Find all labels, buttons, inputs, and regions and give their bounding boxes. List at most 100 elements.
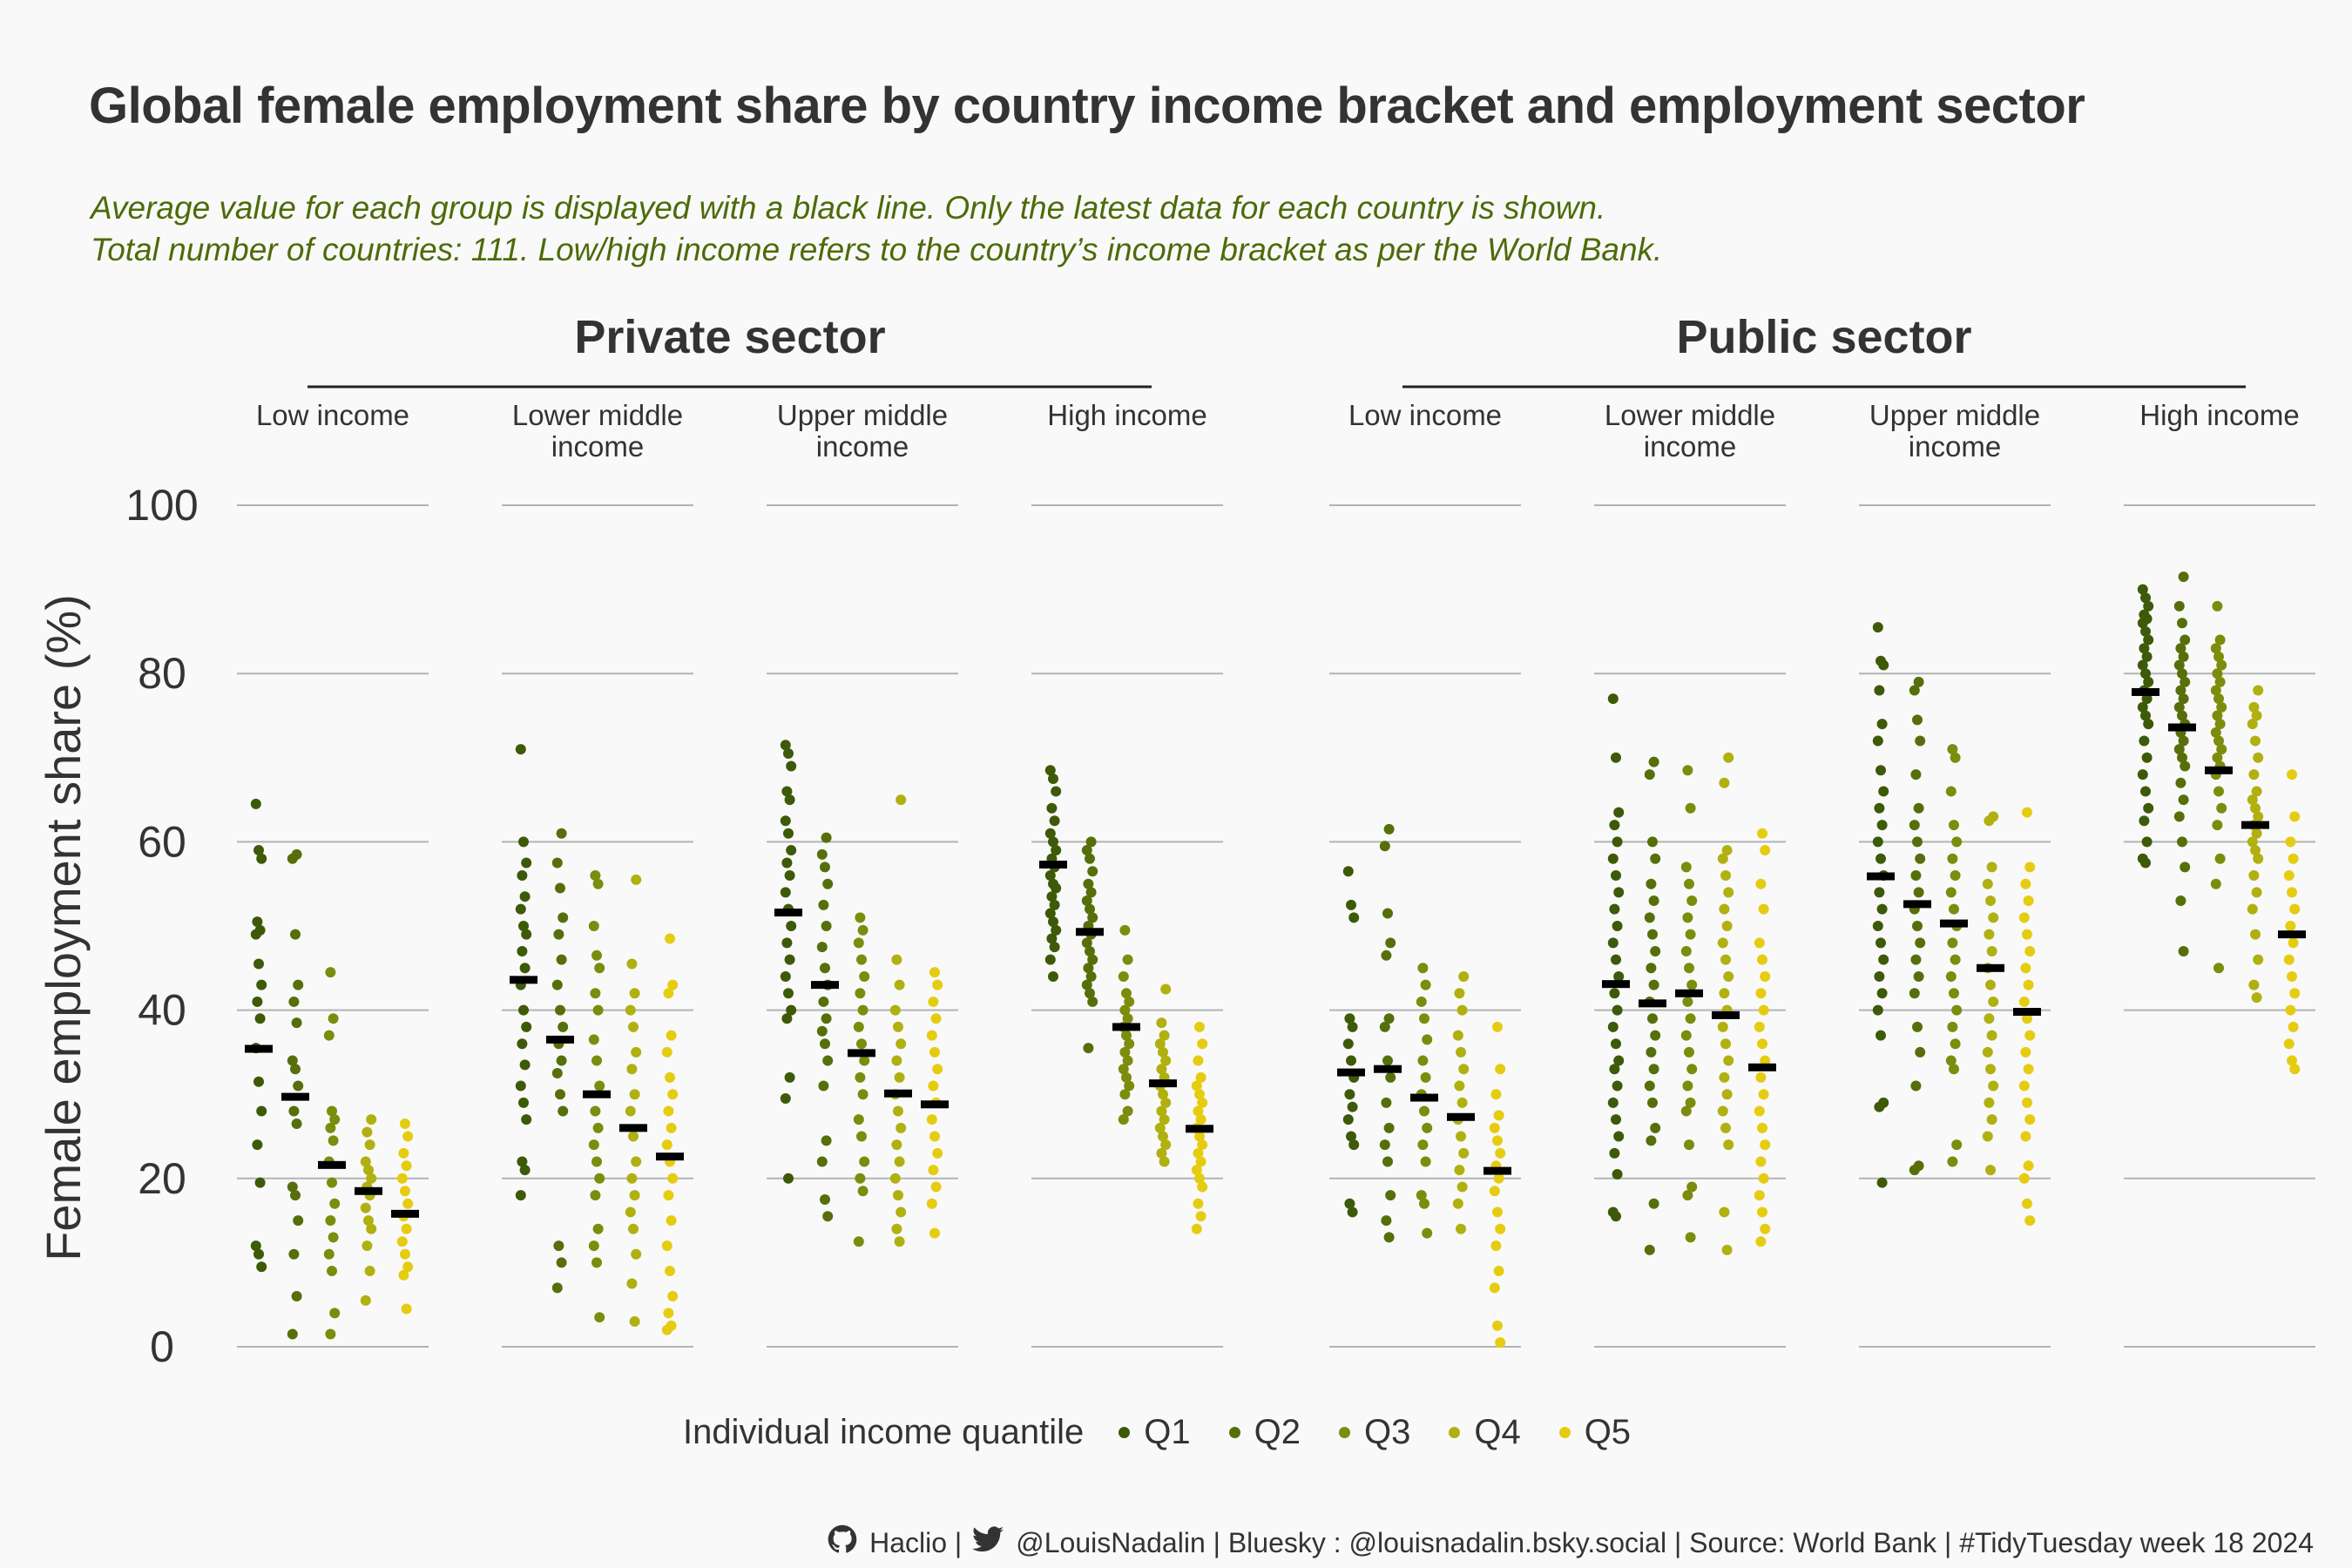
- data-point: [1984, 1097, 1995, 1108]
- data-point: [288, 1105, 300, 1117]
- data-point: [1197, 1181, 1208, 1193]
- data-point: [1119, 1046, 1131, 1058]
- data-point: [1757, 1206, 1767, 1218]
- data-point: [1458, 1064, 1470, 1075]
- data-point: [250, 929, 261, 940]
- data-point: [665, 933, 675, 944]
- data-point: [631, 1248, 642, 1260]
- twitter-icon[interactable]: [972, 1526, 1004, 1559]
- data-point: [2020, 1131, 2031, 1142]
- data-point: [821, 1135, 832, 1146]
- data-point: [1383, 1013, 1395, 1024]
- mean-line: [1076, 928, 1104, 936]
- data-point: [2287, 970, 2297, 982]
- data-point: [1087, 996, 1098, 1007]
- data-point: [2137, 701, 2148, 713]
- data-point: [1684, 1139, 1694, 1151]
- data-point: [1912, 1021, 1923, 1032]
- data-point: [360, 1294, 371, 1306]
- data-point: [822, 1211, 834, 1222]
- mean-line: [2013, 1008, 2041, 1017]
- data-point: [588, 1034, 599, 1045]
- data-point: [1720, 1122, 1731, 1133]
- data-point: [1876, 853, 1886, 864]
- data-point: [551, 1068, 563, 1079]
- data-point: [329, 1308, 341, 1319]
- data-point: [784, 1071, 795, 1083]
- data-point: [1686, 1181, 1698, 1193]
- caption: Haclio | @LouisNadalin | Bluesky : @loui…: [817, 1524, 2314, 1561]
- data-point: [1344, 1089, 1355, 1100]
- data-point: [401, 1303, 412, 1315]
- mean-line: [2168, 723, 2196, 732]
- data-point: [1195, 1211, 1206, 1222]
- github-icon[interactable]: [828, 1524, 857, 1561]
- data-point: [1685, 929, 1696, 940]
- data-point: [1986, 862, 1997, 873]
- data-point: [667, 1291, 679, 1302]
- data-point: [2212, 820, 2223, 831]
- data-point: [1049, 899, 1060, 910]
- bracket-label: Lower middle income: [512, 399, 683, 463]
- data-point: [515, 744, 526, 755]
- data-point: [784, 870, 795, 882]
- data-point: [2018, 996, 2030, 1007]
- data-point: [663, 1190, 674, 1201]
- data-point: [363, 1215, 374, 1227]
- data-point: [1874, 970, 1885, 982]
- data-point: [1347, 1101, 1358, 1112]
- data-point: [1878, 954, 1889, 965]
- data-point: [1719, 903, 1730, 915]
- data-point: [2137, 769, 2148, 781]
- data-point: [1492, 1021, 1503, 1032]
- data-point: [1721, 1244, 1733, 1255]
- data-point: [1686, 1064, 1698, 1075]
- data-point: [1452, 1030, 1463, 1041]
- data-point: [555, 882, 565, 894]
- data-point: [1913, 802, 1924, 814]
- y-tick-label: 0: [150, 1322, 174, 1371]
- data-point: [1650, 945, 1661, 956]
- data-point: [1717, 1021, 1728, 1032]
- data-point: [821, 832, 832, 843]
- data-point: [1950, 870, 1961, 882]
- data-point: [1085, 988, 1095, 999]
- data-point: [853, 1114, 864, 1125]
- data-point: [1760, 1139, 1771, 1151]
- data-point: [1985, 1165, 1996, 1176]
- data-point: [1122, 1105, 1133, 1117]
- data-point: [2289, 811, 2301, 822]
- mean-line: [583, 1090, 611, 1098]
- data-point: [2173, 659, 2185, 671]
- legend-item-q5: Q5: [1558, 1413, 1631, 1452]
- legend-label: Q1: [1144, 1413, 1191, 1451]
- mean-line: [245, 1044, 273, 1053]
- data-point: [256, 979, 267, 990]
- data-point: [857, 1186, 868, 1197]
- data-point: [293, 1080, 304, 1092]
- data-point: [1644, 1080, 1655, 1092]
- data-point: [1685, 802, 1696, 814]
- caption-credits: @LouisNadalin | Bluesky : @louisnadalin.…: [1016, 1526, 2314, 1558]
- data-point: [1872, 921, 1883, 931]
- y-tick-label: 60: [138, 817, 186, 866]
- data-point: [1191, 1223, 1202, 1234]
- data-point: [2289, 988, 2301, 999]
- data-point: [1611, 870, 1621, 882]
- data-point: [1420, 1071, 1431, 1083]
- data-point: [1984, 815, 1995, 827]
- data-point: [1156, 1147, 1167, 1159]
- mean-line: [1748, 1063, 1776, 1071]
- data-point: [590, 1105, 601, 1117]
- data-point: [1945, 786, 1957, 797]
- data-point: [323, 1248, 335, 1260]
- data-point: [1682, 912, 1693, 923]
- data-point: [1950, 752, 1961, 763]
- data-point: [518, 921, 529, 931]
- data-point: [629, 988, 640, 999]
- data-point: [781, 786, 793, 797]
- data-point: [515, 1190, 526, 1201]
- data-point: [1416, 996, 1427, 1007]
- data-point: [1492, 1206, 1503, 1218]
- data-point: [1909, 1165, 1920, 1176]
